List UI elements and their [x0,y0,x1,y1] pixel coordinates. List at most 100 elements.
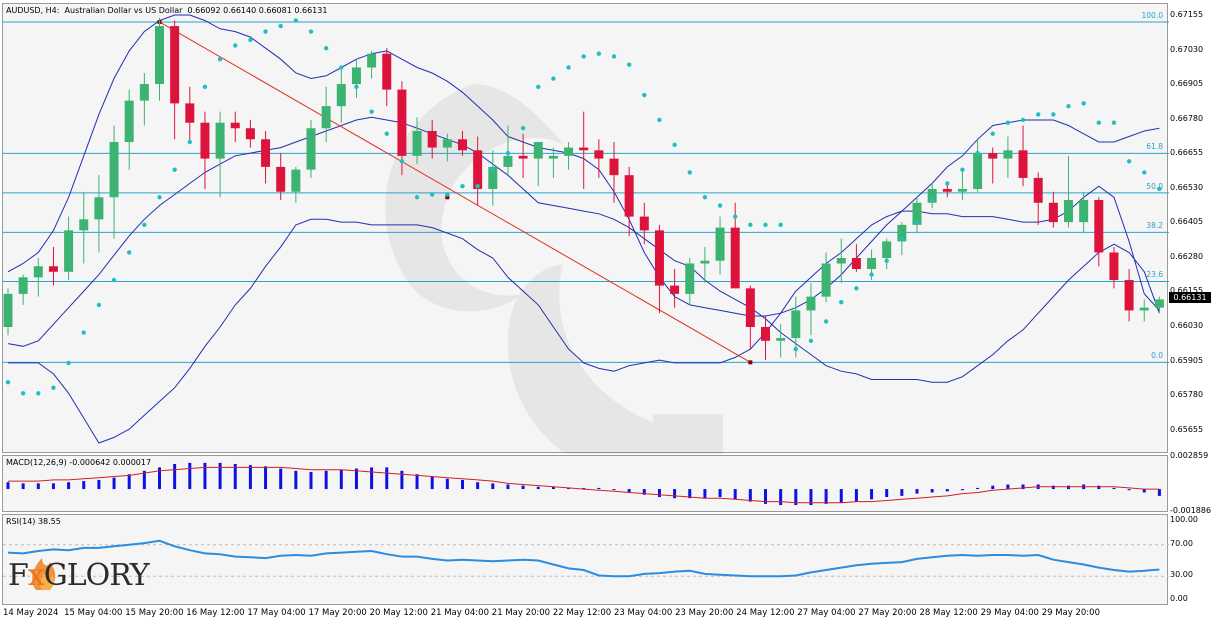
sar-dot [733,214,738,219]
sar-dot [233,43,238,48]
candle [1094,197,1104,267]
candle [700,246,710,283]
candle-body [124,100,134,143]
candle [564,142,574,170]
macd-bar [6,482,10,490]
candle [200,111,210,189]
macd-bar [97,479,101,490]
fib-label: 23.6 [1146,270,1163,280]
price-tick: 0.65780 [1170,390,1204,400]
candle-body [18,277,28,294]
sar-dot [748,222,753,228]
macd-bar [142,470,146,490]
macd-bar [930,489,934,493]
price-tick: 0.66655 [1170,148,1204,158]
macd-bar [597,487,601,490]
macd-bar [991,485,995,490]
candle-body [3,293,13,328]
macd-bar [430,476,434,490]
candle [124,89,134,170]
macd-bar [1097,485,1101,490]
candle [488,150,498,206]
candle-body [1033,177,1043,203]
candle-body [851,257,861,270]
candle-body [321,106,331,129]
price-tick: 0.67155 [1170,10,1204,20]
time-tick: 24 May 12:00 [736,608,795,618]
macd-bar [1157,489,1161,496]
macd-bar [415,474,419,490]
sar-dot [778,222,783,228]
macd-bar [976,487,980,490]
candle-body [1064,200,1073,223]
rsi-pane[interactable]: RSI(14) 38.55 [2,514,1169,605]
candle-body [791,310,801,339]
sar-dot [20,391,26,396]
candle [382,48,392,107]
macd-bar [718,489,722,498]
sar-dot [51,385,56,390]
macd-bar [370,467,374,490]
time-tick: 14 May 2024 [3,608,59,618]
macd-bar [673,489,677,499]
candle-body [261,139,271,167]
parabolic-sar [5,18,1162,396]
candle [48,246,58,286]
candle-body [806,296,816,311]
candle-body [200,122,210,159]
macd-bar [82,481,86,490]
macd-pane[interactable]: MACD(12,26,9) -0.000642 0.000017 [2,455,1168,512]
candle [367,50,377,79]
candle [624,166,634,236]
sar-dot [1142,170,1147,175]
price-chart-pane[interactable]: AUDUSD, H4: Australian Dollar vs US Doll… [2,3,1169,454]
time-tick: 23 May 20:00 [675,608,734,618]
candle-body [730,227,740,289]
candle [821,252,831,303]
sar-dot [1111,120,1117,125]
macd-bar [870,489,874,500]
candle [851,244,861,272]
sar-dot [81,330,86,335]
price-tick: 0.66155 [1170,286,1204,296]
candle-body [745,288,755,328]
candle-body [564,147,574,156]
price-tick: 0.66905 [1170,79,1204,89]
sar-dot [596,51,602,56]
macd-bar [794,489,798,506]
candle-body [79,219,89,231]
macd-bar [506,484,510,490]
macd-tick: 0.002859 [1170,451,1209,461]
candle-body [776,338,786,341]
macd-bar [158,467,161,490]
candle [806,282,816,336]
time-tick: 21 May 04:00 [430,608,489,618]
price-tick: 0.66030 [1170,321,1204,330]
sar-dot [384,131,389,136]
candle [306,119,316,178]
price-tick: 0.65905 [1170,355,1204,365]
macd-bar [703,489,707,499]
sar-dot [551,76,556,81]
candle [639,202,649,245]
macd-bar [915,489,919,494]
fxglory-logo [32,558,56,590]
macd-histogram [6,462,1161,506]
candle-body [306,128,316,170]
macd-bar [612,489,616,491]
candle [139,73,149,126]
macd-bar [445,478,449,490]
sar-dot [278,23,283,29]
macd-bar [294,470,298,490]
candle-body [276,166,286,192]
candle-body [1109,252,1119,281]
time-tick: 29 May 20:00 [1041,608,1100,618]
candle-body [867,257,877,270]
sar-dot [414,195,420,200]
sar-dot [1126,159,1132,164]
macd-bar [461,479,464,490]
sar-dot [581,54,586,59]
candle [927,183,937,209]
sar-dot [111,277,117,283]
candle-body [912,202,922,225]
